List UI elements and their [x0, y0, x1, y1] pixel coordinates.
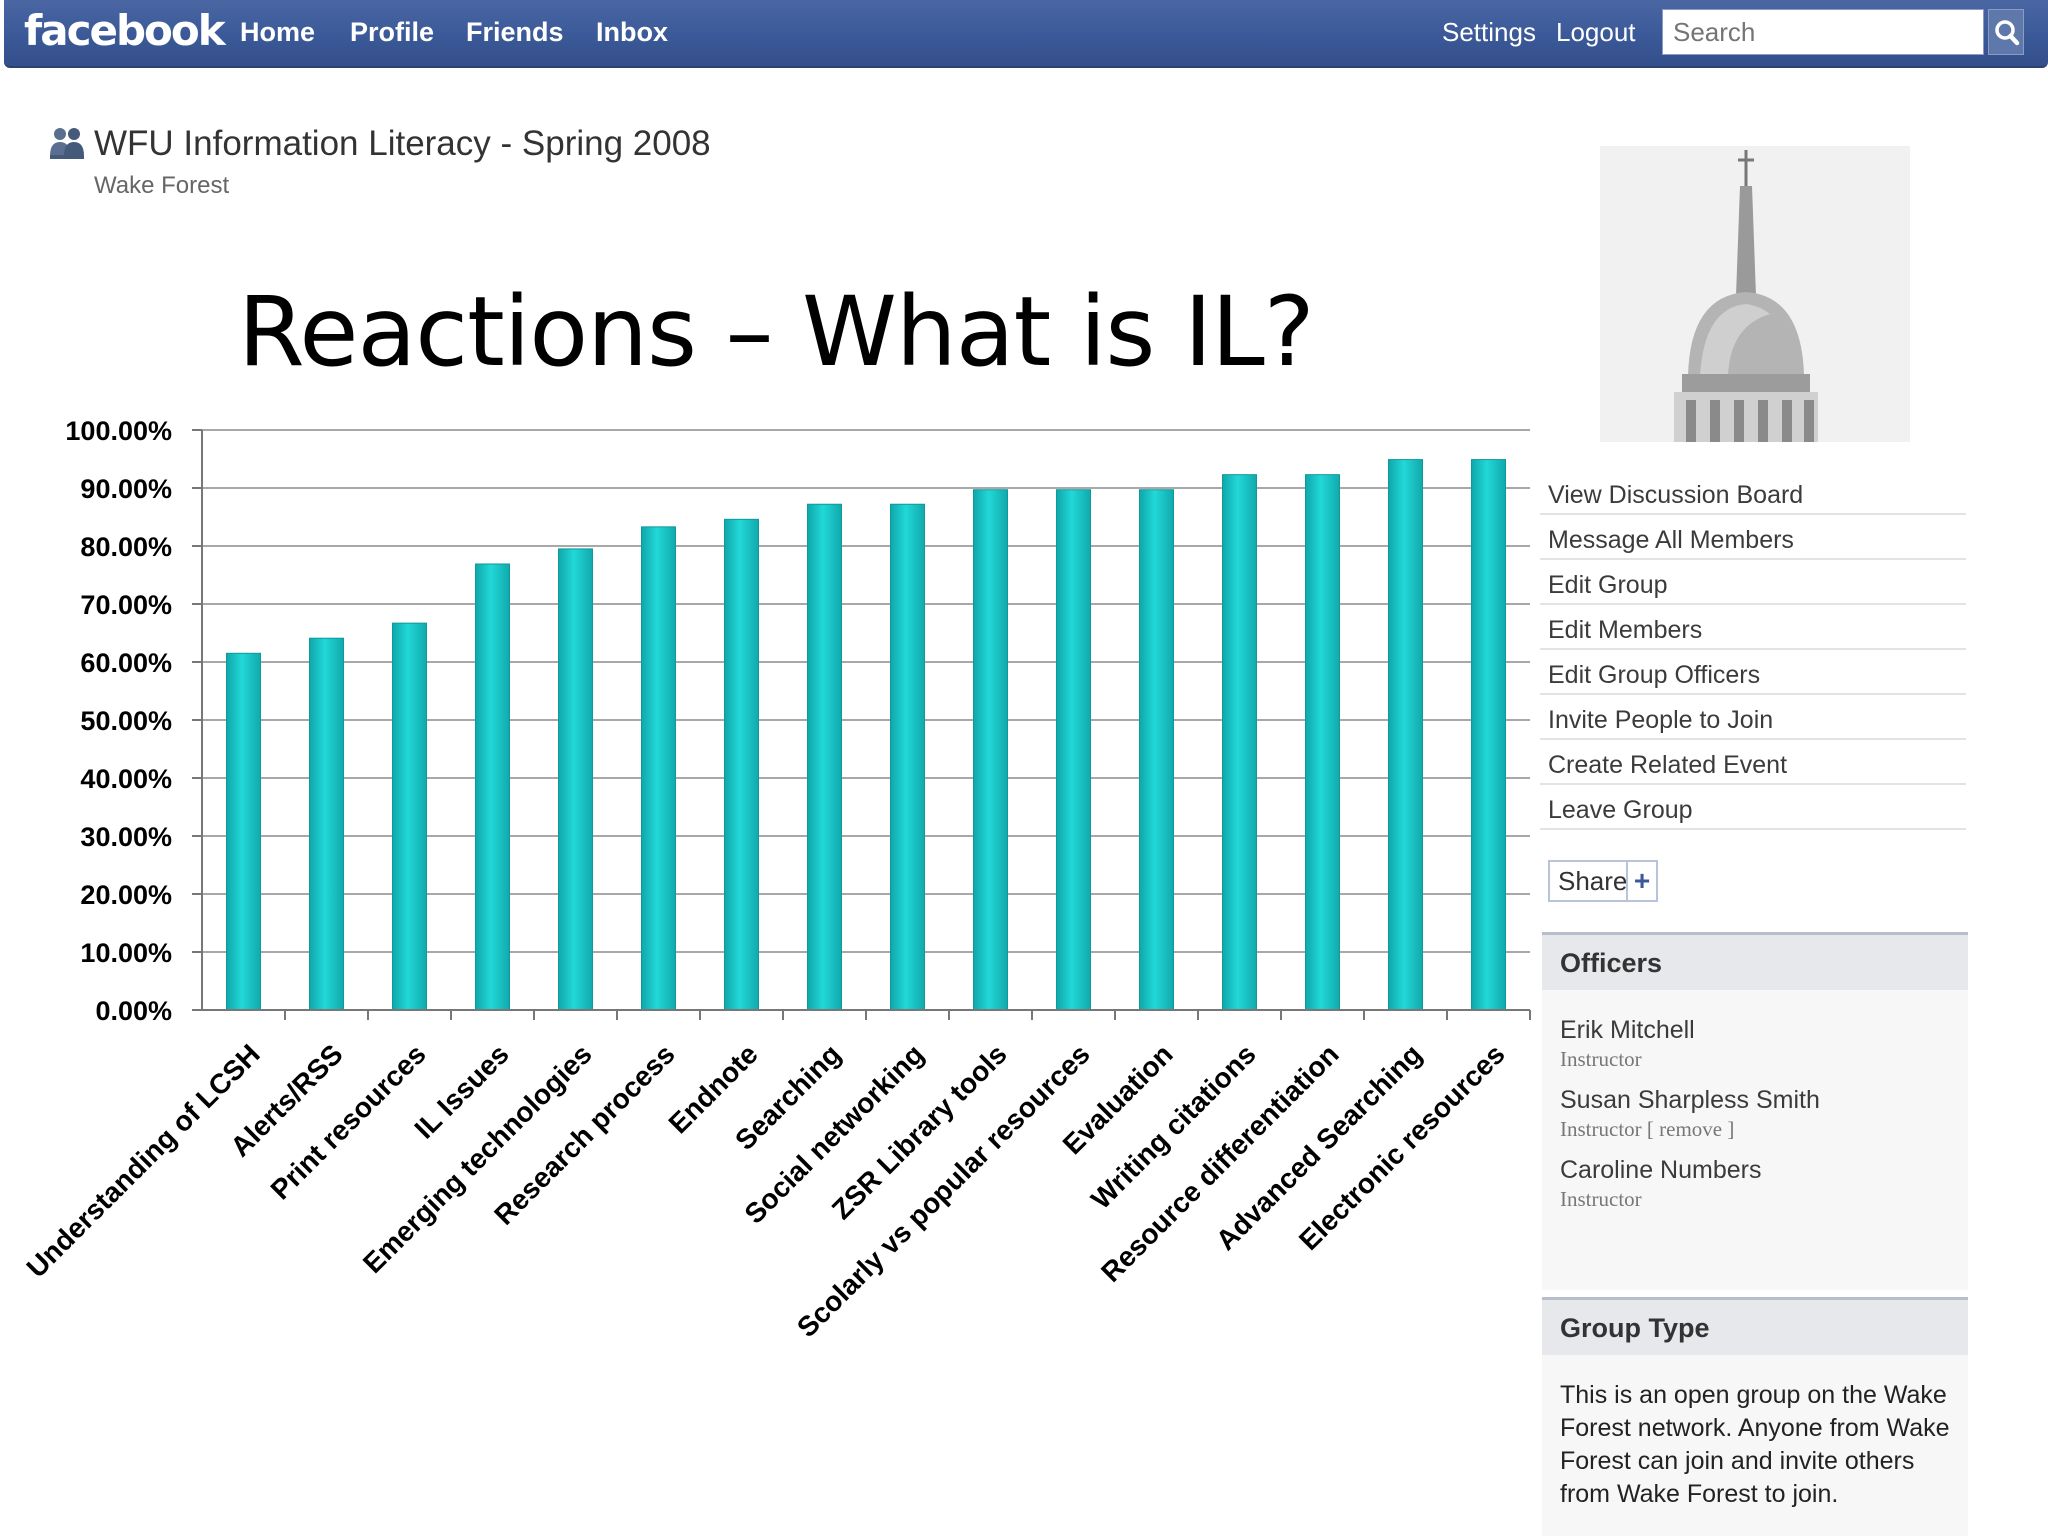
- nav-profile[interactable]: Profile: [350, 17, 435, 47]
- officer-role: Instructor: [1560, 1047, 1642, 1071]
- bar: [309, 637, 344, 1011]
- slide-title: Reactions – What is IL?: [238, 276, 1315, 388]
- y-axis-tick-labels: 0.00% 10.00% 20.00% 30.00% 40.00% 50.00% 60.00…: [65, 416, 172, 1026]
- y-tick-label: 70.00%: [80, 590, 172, 620]
- bar-chart: 0.00% 10.00% 20.00% 30.00% 40.00% 50.00% 60.00…: [21, 416, 1531, 1343]
- bar: [890, 503, 925, 1011]
- bar: [973, 489, 1008, 1011]
- create-related-event-link[interactable]: Create Related Event: [1540, 740, 1966, 785]
- edit-group-link[interactable]: Edit Group: [1540, 560, 1966, 605]
- group-type-description: This is an open group on the Wake Forest…: [1560, 1381, 1950, 1508]
- bar: [641, 526, 676, 1011]
- x-tick-label: Understanding of LCSH: [21, 1038, 266, 1283]
- y-tick-label: 100.00%: [65, 416, 172, 446]
- y-tick-label: 40.00%: [80, 764, 172, 794]
- nav-friends[interactable]: Friends: [466, 17, 564, 47]
- officer-role: Instructor: [1560, 1187, 1642, 1211]
- officer-role: Instructor: [1560, 1117, 1642, 1141]
- top-navigation-bar: facebook Home Profile Friends Inbox Sett…: [4, 0, 2048, 68]
- bar: [558, 548, 593, 1011]
- share-label: Share: [1558, 866, 1628, 896]
- message-all-members-link[interactable]: Message All Members: [1540, 515, 1966, 560]
- group-actions-list: View Discussion Board Message All Member…: [1540, 470, 1966, 830]
- officers-header: Officers: [1542, 932, 1968, 990]
- search-icon: [1995, 20, 2020, 46]
- officer-item: Susan Sharpless Smith Instructor [ remov…: [1542, 1086, 1968, 1142]
- invite-people-link[interactable]: Invite People to Join: [1540, 695, 1966, 740]
- officer-name[interactable]: Caroline Numbers: [1560, 1156, 1762, 1184]
- group-people-icon: [50, 128, 84, 159]
- nav-settings[interactable]: Settings: [1442, 17, 1536, 47]
- facebook-logo[interactable]: facebook: [24, 6, 226, 55]
- group-network[interactable]: Wake Forest: [94, 172, 230, 199]
- officer-role-line: Instructor [ remove ]: [1560, 1117, 1968, 1142]
- officers-panel: Officers Erik Mitchell Instructor Susan …: [1542, 932, 1968, 1290]
- bar: [226, 652, 261, 1011]
- nav-logout[interactable]: Logout: [1556, 17, 1636, 47]
- y-tick-label: 80.00%: [80, 532, 172, 562]
- bar: [1222, 474, 1257, 1011]
- bar: [392, 622, 427, 1011]
- remove-officer-link[interactable]: [ remove ]: [1646, 1117, 1735, 1141]
- y-tick-label: 60.00%: [80, 648, 172, 678]
- leave-group-link[interactable]: Leave Group: [1540, 785, 1966, 830]
- group-photo[interactable]: [1600, 146, 1910, 442]
- plus-icon: +: [1626, 862, 1656, 900]
- x-tick-label: Print resources: [265, 1038, 432, 1205]
- nav-home[interactable]: Home: [240, 17, 316, 47]
- chart-axes: [201, 430, 1531, 1020]
- y-tick-label: 0.00%: [95, 996, 172, 1026]
- bar: [1388, 459, 1423, 1011]
- bar: [1305, 474, 1340, 1011]
- chart-bars: [226, 459, 1506, 1011]
- nav-inbox[interactable]: Inbox: [596, 17, 668, 47]
- group-type-panel: Group Type This is an open group on the …: [1542, 1297, 1968, 1536]
- y-tick-label: 30.00%: [80, 822, 172, 852]
- x-tick-label: Scolarly vs popular resources: [791, 1038, 1096, 1343]
- y-tick-label: 50.00%: [80, 706, 172, 736]
- y-tick-label: 90.00%: [80, 474, 172, 504]
- bar: [807, 503, 842, 1011]
- search-button[interactable]: [1988, 9, 2024, 55]
- edit-group-officers-link[interactable]: Edit Group Officers: [1540, 650, 1966, 695]
- search-input[interactable]: [1662, 9, 1984, 55]
- bar: [1056, 489, 1091, 1011]
- officer-name[interactable]: Susan Sharpless Smith: [1560, 1086, 1820, 1114]
- y-tick-label: 20.00%: [80, 880, 172, 910]
- officer-item: Caroline Numbers Instructor: [1542, 1156, 1968, 1212]
- wait-chapel-image: [1600, 146, 1910, 442]
- group-type-header: Group Type: [1542, 1297, 1968, 1355]
- officer-item: Erik Mitchell Instructor: [1542, 1016, 1968, 1072]
- y-tick-label: 10.00%: [80, 938, 172, 968]
- group-title: WFU Information Literacy - Spring 2008: [94, 124, 711, 163]
- bar: [724, 518, 759, 1011]
- bar: [475, 563, 510, 1011]
- officer-name[interactable]: Erik Mitchell: [1560, 1016, 1695, 1044]
- view-discussion-board-link[interactable]: View Discussion Board: [1540, 470, 1966, 515]
- bar: [1139, 489, 1174, 1011]
- edit-members-link[interactable]: Edit Members: [1540, 605, 1966, 650]
- bar: [1471, 459, 1506, 1011]
- share-button[interactable]: Share +: [1548, 860, 1658, 902]
